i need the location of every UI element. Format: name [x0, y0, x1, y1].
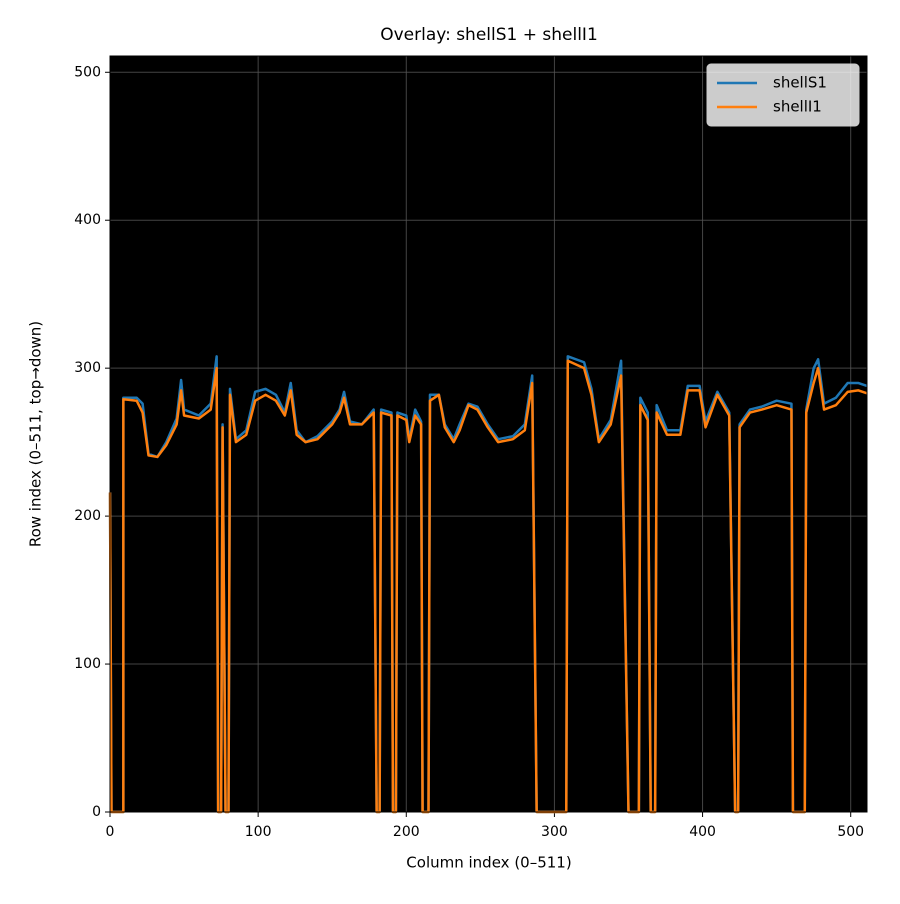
y-tick-label: 500	[74, 64, 101, 80]
plot-frame	[109, 55, 868, 813]
y-tick-label: 400	[74, 212, 101, 228]
legend-label: shellI1	[773, 98, 822, 116]
x-tick-label: 500	[837, 824, 864, 840]
y-tick-label: 0	[92, 804, 101, 820]
chart-title: Overlay: shellS1 + shellI1	[380, 25, 598, 45]
x-axis-label: Column index (0–511)	[406, 854, 571, 872]
x-tick-label: 200	[393, 824, 420, 840]
y-tick-label: 100	[74, 656, 101, 672]
series-line	[108, 359, 868, 814]
y-tick-label: 200	[74, 508, 101, 524]
x-tick-label: 300	[541, 824, 568, 840]
legend-label: shellS1	[773, 74, 827, 92]
y-axis-label: Row index (0–511, top→down)	[27, 321, 45, 547]
x-tick-label: 0	[106, 824, 115, 840]
legend: shellS1 shellI1	[706, 63, 860, 127]
y-tick-label: 300	[74, 360, 101, 376]
x-tick-label: 400	[689, 824, 716, 840]
legend-box	[706, 63, 860, 127]
x-tick-label: 100	[245, 824, 272, 840]
